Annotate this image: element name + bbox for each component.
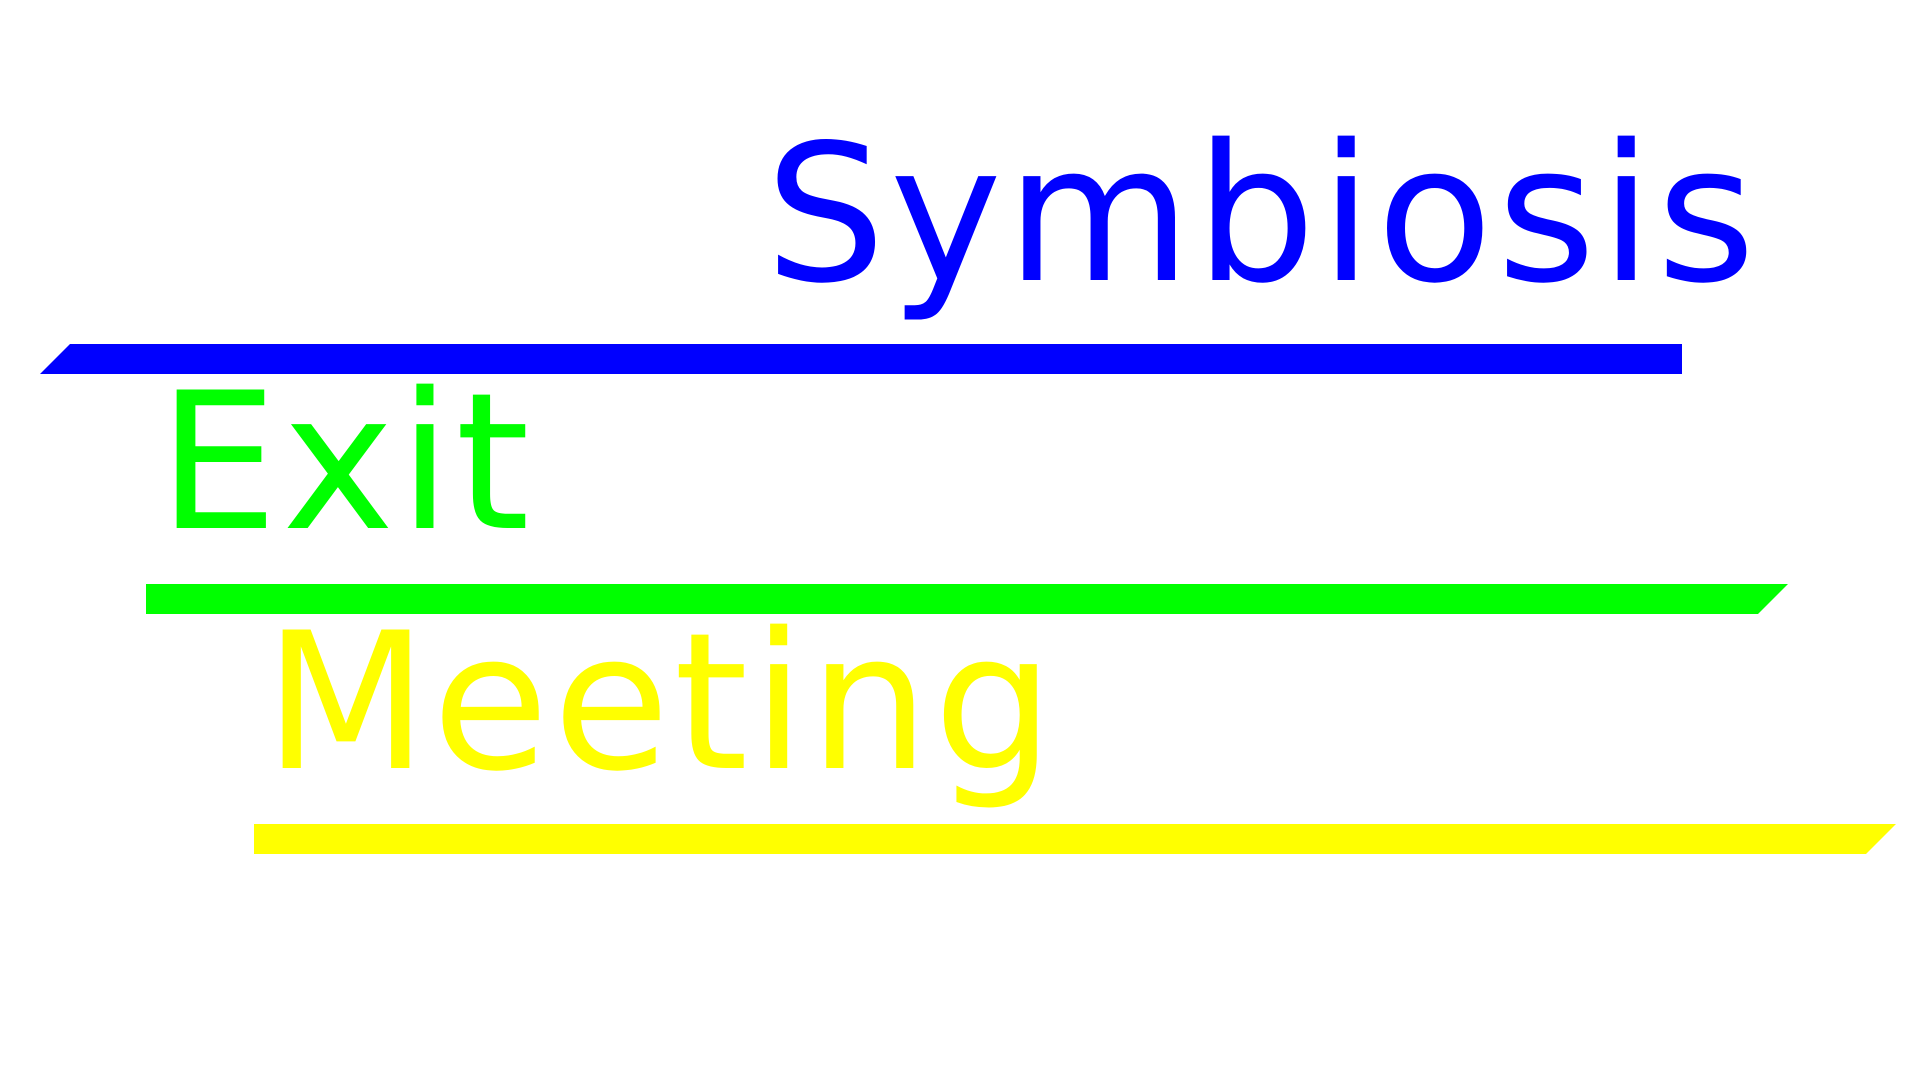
yellow-underline-shape — [254, 824, 1896, 854]
blue-underline-shape — [40, 344, 1682, 374]
title-word-symbiosis: Symbiosis — [765, 104, 1760, 325]
title-word-exit: Exit — [158, 352, 534, 573]
yellow-underline-bar — [254, 824, 1896, 854]
title-word-meeting: Meeting — [264, 592, 1059, 813]
green-underline-bar — [146, 584, 1788, 614]
blue-underline-bar — [40, 344, 1682, 374]
green-underline-shape — [146, 584, 1788, 614]
